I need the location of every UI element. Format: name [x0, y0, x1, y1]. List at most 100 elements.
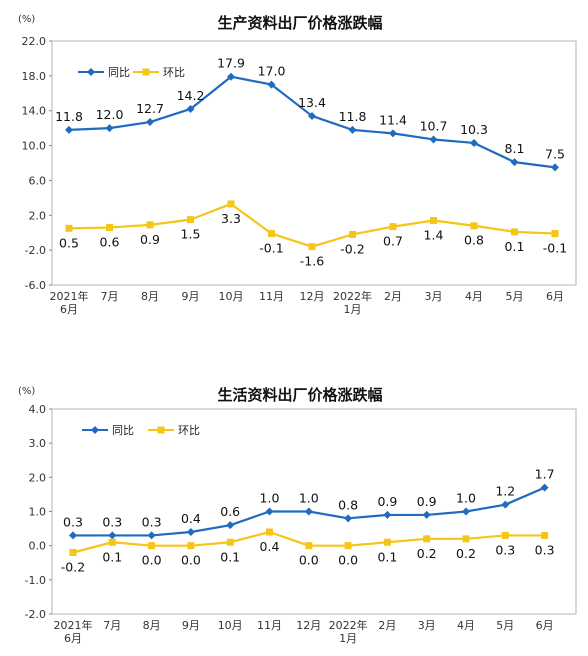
chart-svg: 生活资料出厂价格涨跌幅 (%) 4.0 3.0 2.0 1.0 0.0 -1.0 -2.0 2… [18, 386, 577, 645]
data-point [69, 531, 77, 540]
data-point [65, 224, 73, 232]
data-label: 0.5 [59, 235, 79, 250]
x-tick-label: 12月 [300, 290, 325, 303]
data-point [540, 483, 549, 492]
x-tick-label: 12月 [296, 619, 321, 632]
data-point [106, 223, 113, 231]
data-label: 8.1 [505, 141, 525, 156]
data-label: 0.6 [220, 504, 240, 519]
data-label: 0.8 [464, 233, 484, 248]
data-label: 17.9 [217, 56, 245, 71]
data-label: 0.1 [505, 239, 525, 254]
x-tick-label: 6月 [60, 303, 78, 316]
data-label: 0.2 [456, 546, 476, 561]
x-tick-label: 4月 [457, 619, 475, 632]
legend-marker [87, 68, 95, 76]
data-label: -0.1 [259, 241, 283, 256]
x-tick-label: 3月 [418, 619, 436, 632]
data-point [501, 531, 509, 539]
data-label: 14.2 [177, 88, 205, 103]
chart-title: 生活资料出厂价格涨跌幅 [217, 386, 382, 404]
data-point [348, 125, 357, 134]
y-tick-label: -2.0 [25, 244, 46, 257]
x-tick-label: 1月 [339, 632, 357, 645]
data-point [186, 104, 195, 113]
data-label: -0.2 [340, 241, 364, 256]
x-tick-label: 8月 [143, 619, 161, 632]
x-tick-label: 6月 [546, 290, 564, 303]
x-tick-label: 2021年 [54, 618, 93, 632]
data-point [148, 542, 156, 550]
data-point [227, 200, 235, 208]
data-label: 0.2 [417, 546, 437, 561]
y-tick-label: 3.0 [29, 437, 47, 450]
data-label: -0.2 [61, 560, 85, 575]
data-label: 0.1 [220, 549, 240, 564]
y-tick-label: 14.0 [22, 105, 47, 118]
y-tick-label: -2.0 [25, 608, 46, 621]
y-unit: (%) [18, 14, 35, 25]
data-label: 0.1 [102, 549, 122, 564]
y-tick-label: 2.0 [29, 471, 47, 484]
data-label: 0.4 [260, 539, 280, 554]
data-label: 1.7 [535, 467, 555, 482]
chart-consumer-goods: 生活资料出厂价格涨跌幅 (%) 4.0 3.0 2.0 1.0 0.0 -1.0 -2.0 2… [0, 380, 588, 656]
data-label: 11.4 [379, 112, 407, 127]
x-tick-label: 4月 [465, 290, 483, 303]
x-tick-label: 6月 [64, 632, 82, 645]
legend-marker [91, 426, 99, 434]
x-tick-label: 5月 [506, 290, 524, 303]
y-tick-label: 1.0 [29, 506, 47, 519]
data-point [541, 531, 549, 539]
x-tick-label: 11月 [259, 290, 284, 303]
data-point [146, 221, 154, 229]
plot-frame [51, 40, 577, 286]
data-point [108, 538, 116, 546]
x-tick-label: 2022年 [333, 289, 372, 303]
legend-label: 环比 [178, 424, 200, 437]
y-tick-label: 4.0 [29, 403, 47, 416]
data-point [429, 135, 438, 144]
data-point [226, 538, 234, 546]
x-tick-label: 9月 [182, 290, 200, 303]
y-tick-label: 2.0 [29, 209, 47, 222]
x-tick-label: 2月 [384, 290, 402, 303]
data-point [511, 228, 518, 236]
chart-title: 生产资料出厂价格涨跌幅 [217, 14, 382, 32]
data-label: 0.9 [140, 232, 160, 247]
data-label: 0.0 [338, 553, 358, 568]
x-tick-label: 10月 [219, 290, 244, 303]
data-point [304, 507, 313, 516]
data-point [305, 542, 313, 550]
data-label: 1.2 [495, 484, 515, 499]
x-tick-label: 6月 [536, 619, 554, 632]
legend-marker [157, 426, 165, 434]
data-point [423, 535, 431, 543]
data-point [265, 507, 274, 516]
data-label: 0.1 [377, 549, 397, 564]
data-label: 12.7 [136, 101, 164, 116]
data-point [551, 230, 559, 238]
data-label: 13.4 [298, 95, 326, 110]
data-point [470, 138, 478, 147]
data-point [383, 538, 391, 546]
data-point [551, 163, 559, 172]
data-point [501, 500, 510, 509]
data-point [344, 542, 352, 550]
data-point [108, 531, 117, 540]
y-tick-label: 0.0 [29, 540, 47, 553]
data-label: 0.0 [299, 553, 319, 568]
data-label: 11.8 [55, 109, 83, 124]
legend-label: 同比 [112, 424, 134, 437]
y-tick-label: 10.0 [22, 140, 47, 153]
data-label: 0.9 [417, 494, 437, 509]
data-label: 1.4 [424, 228, 444, 243]
data-label: 0.9 [377, 494, 397, 509]
data-point [422, 510, 431, 519]
data-label: 10.7 [420, 118, 448, 133]
data-point [105, 124, 114, 133]
data-label: 1.0 [260, 491, 280, 506]
data-label: -1.6 [300, 254, 324, 269]
x-tick-label: 8月 [141, 290, 159, 303]
y-tick-label: 18.0 [22, 70, 47, 83]
